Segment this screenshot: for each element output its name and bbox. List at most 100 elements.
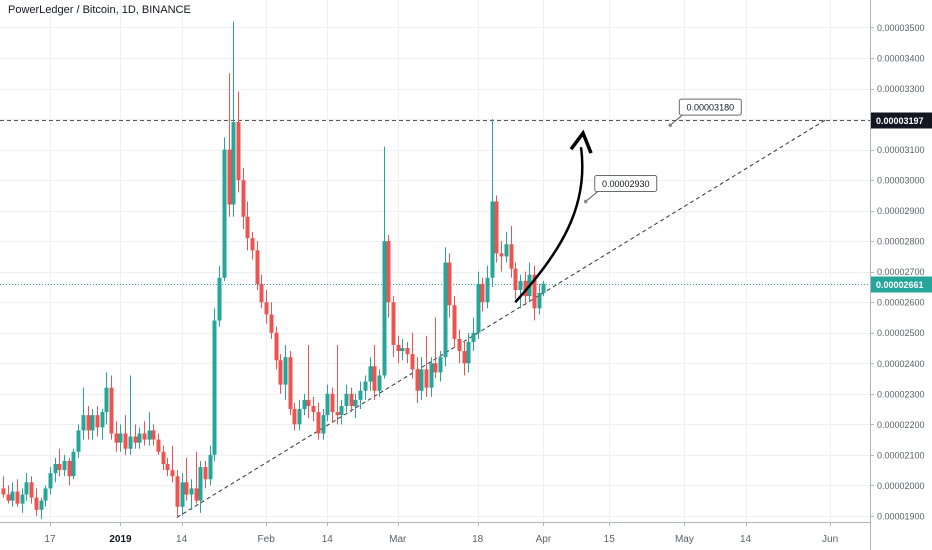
candle [400,338,405,361]
candle [198,460,203,513]
candle [316,402,321,440]
candle [499,241,504,272]
candle-body [90,415,95,431]
candle [180,473,185,516]
candle [53,457,58,483]
candle [128,375,133,455]
candle-body [386,241,391,303]
candle-body [509,244,514,269]
candle-body [241,180,246,217]
candle-body [532,274,537,309]
x-tick-label: Feb [258,534,276,545]
candle-body [189,488,194,495]
candle [151,424,156,446]
candle-body [288,357,293,410]
candle [377,369,382,397]
candle [339,399,344,425]
candle-body [15,491,20,504]
candle [67,457,72,486]
candle-body [86,415,91,431]
candle [306,344,311,419]
y-tick-label: 0.00002400 [877,359,925,369]
candle-body [278,360,283,385]
candle-body [170,470,175,477]
candle-body [95,415,100,428]
candle-body [48,473,53,489]
candle [335,344,340,425]
candle [39,497,44,519]
candle-body [433,363,438,373]
time-axis [0,522,870,550]
chart-title: PowerLedger / Bitcoin, 1D, BINANCE [8,4,191,16]
candle-body [443,262,448,358]
candle [104,372,109,425]
candle [288,351,293,416]
candle-body [142,433,147,440]
candle [321,409,326,440]
candle-body [1,488,6,495]
candle-body [81,415,86,431]
candle-body [358,390,363,400]
candle [410,332,415,379]
x-tick-label: 14 [322,534,334,545]
candle-body [471,332,476,342]
candle [222,137,227,281]
candle [433,317,438,379]
candle-body [396,344,401,352]
candle [490,119,495,287]
candle-body [541,283,546,294]
x-tick-label: Apr [536,534,552,545]
candle-body [306,399,311,406]
candle-body [504,244,509,257]
candle-body [363,381,368,391]
candle-body [6,494,11,501]
candle-body [419,369,424,391]
candle-body [490,201,495,278]
x-tick-label: 2019 [109,534,132,545]
candle-body [283,357,288,385]
candle-body [123,433,128,449]
candle-body [316,412,321,434]
candle-body [410,354,415,370]
y-tick-label: 0.00002300 [877,389,925,399]
candle-body [480,283,485,303]
candle-body [330,393,335,413]
candle [71,448,76,480]
candle-body [429,363,434,388]
candle [48,467,53,495]
candle [57,448,62,477]
candle-body [424,369,429,388]
candle-body [114,433,119,443]
candle-body [321,415,326,434]
candle-body [339,406,344,416]
candle-body [452,305,457,339]
candle-body [71,451,76,477]
candle [443,247,448,367]
candle [241,167,246,229]
candle [386,235,391,318]
candle-body [382,241,387,376]
candle-body [156,439,161,452]
candle [330,387,335,422]
candle [372,344,377,400]
candle [95,406,100,437]
candle-body [227,149,232,205]
candle [462,341,467,376]
candle [236,91,241,193]
candle [264,290,269,324]
candle [368,357,373,391]
candle-body [118,433,123,443]
candle-body [447,262,452,306]
candle-body [29,482,34,498]
candle [523,271,528,306]
candle-body [335,412,340,416]
candle-body [415,369,420,391]
callout-text: 0.00002930 [602,179,650,189]
x-tick-label: 14 [740,534,752,545]
candle-body [34,497,39,510]
candle-body [518,280,523,290]
candle [494,195,499,263]
candle-body [457,338,462,352]
candle [302,393,307,416]
